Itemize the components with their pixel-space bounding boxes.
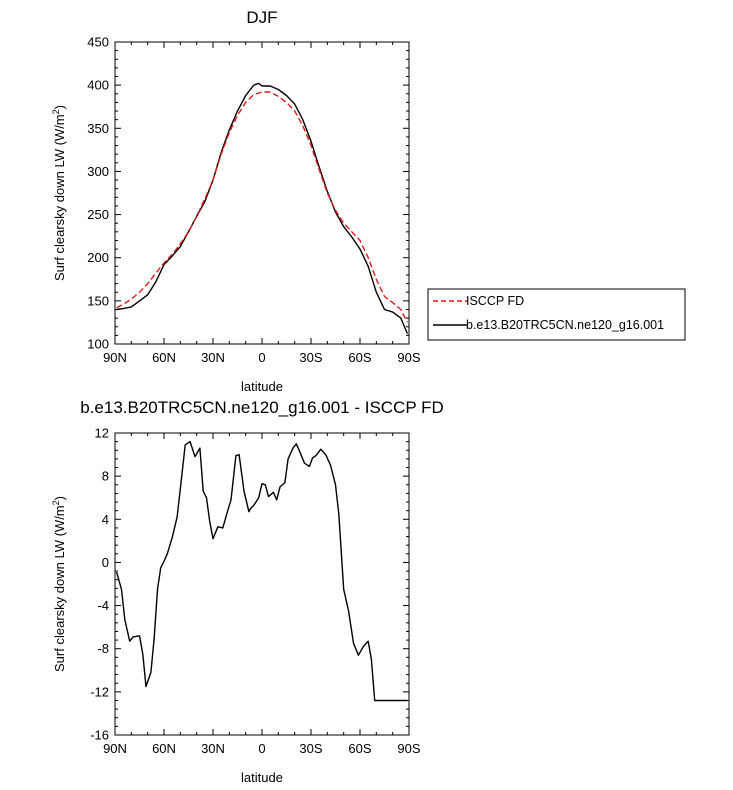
top-y-label-sup: 2 xyxy=(51,109,61,114)
bottom-x-tick-label: 0 xyxy=(258,741,265,756)
bottom-y-label-main: Surf clearsky down LW (W/m xyxy=(52,505,67,672)
top-series-line-isccp xyxy=(116,91,409,323)
bottom-y-tick-label: -4 xyxy=(97,598,109,613)
bottom-y-tick-label: -8 xyxy=(97,641,109,656)
top-x-tick-label: 90S xyxy=(397,350,420,365)
top-plot-frame xyxy=(114,41,410,345)
top-y-label-main: Surf clearsky down LW (W/m xyxy=(52,114,67,281)
bottom-chart-title: b.e13.B20TRC5CN.ne120_g16.001 - ISCCP FD xyxy=(80,398,444,417)
top-y-tick-label: 150 xyxy=(87,293,109,308)
top-y-label-close: ) xyxy=(52,105,67,109)
bottom-x-tick-label: 90S xyxy=(397,741,420,756)
top-y-tick-label: 250 xyxy=(87,207,109,222)
bottom-x-tick-label: 30N xyxy=(201,741,225,756)
legend-box xyxy=(427,288,686,341)
legend: ISCCP FD b.e13.B20TRC5CN.ne120_g16.001 xyxy=(427,288,686,341)
bottom-x-tick-label: 30S xyxy=(299,741,322,756)
bottom-y-label-sup: 2 xyxy=(51,500,61,505)
top-x-tick-label: 30N xyxy=(201,350,225,365)
top-x-tick-label: 0 xyxy=(258,350,265,365)
legend-label-isccp: ISCCP FD xyxy=(466,294,524,308)
bottom-y-axis-label: Surf clearsky down LW (W/m2) xyxy=(51,496,67,672)
bottom-y-tick-label: -12 xyxy=(90,684,109,699)
top-y-axis-label: Surf clearsky down LW (W/m2) xyxy=(51,105,67,281)
bottom-ticks: 90N 60N 30N 0 30S 60S 90S -16 -12 -8 -4 0 4 8 12 xyxy=(90,426,421,757)
bottom-x-tick-label: 90N xyxy=(103,741,127,756)
top-y-tick-label: 450 xyxy=(87,35,109,50)
bottom-plot-frame xyxy=(114,432,410,736)
bottom-series-line-model xyxy=(115,440,408,702)
bottom-y-tick-label: 12 xyxy=(95,426,109,441)
bottom-x-tick-label: 60N xyxy=(152,741,176,756)
top-x-tick-label: 60S xyxy=(348,350,371,365)
bottom-x-axis-label: latitude xyxy=(241,770,283,785)
top-chart-title: DJF xyxy=(246,8,277,27)
top-x-tick-label: 90N xyxy=(103,350,127,365)
bottom-series-group xyxy=(115,440,408,702)
legend-label-model: b.e13.B20TRC5CN.ne120_g16.001 xyxy=(466,318,664,332)
bottom-y-label-close: ) xyxy=(52,496,67,500)
bottom-panel: b.e13.B20TRC5CN.ne120_g16.001 - ISCCP FD… xyxy=(51,398,444,785)
top-panel: DJF 90N 60N 30N 0 30S 60S 90S 100 150 200 250 300 35… xyxy=(51,8,421,394)
top-x-tick-label: 30S xyxy=(299,350,322,365)
top-y-tick-label: 400 xyxy=(87,78,109,93)
top-x-tick-label: 60N xyxy=(152,350,176,365)
top-y-tick-label: 200 xyxy=(87,250,109,265)
top-series-line-model xyxy=(116,82,409,334)
bottom-y-tick-label: 8 xyxy=(102,469,109,484)
top-y-tick-label: 350 xyxy=(87,121,109,136)
top-series-group xyxy=(116,82,409,334)
top-y-tick-label: 300 xyxy=(87,164,109,179)
top-ticks: 90N 60N 30N 0 30S 60S 90S 100 150 200 250 300 350 400… xyxy=(87,35,421,366)
top-y-tick-label: 100 xyxy=(87,337,109,352)
bottom-x-tick-label: 60S xyxy=(348,741,371,756)
top-x-axis-label: latitude xyxy=(241,379,283,394)
bottom-y-tick-label: -16 xyxy=(90,728,109,743)
bottom-y-tick-label: 0 xyxy=(102,555,109,570)
bottom-y-tick-label: 4 xyxy=(102,512,109,527)
